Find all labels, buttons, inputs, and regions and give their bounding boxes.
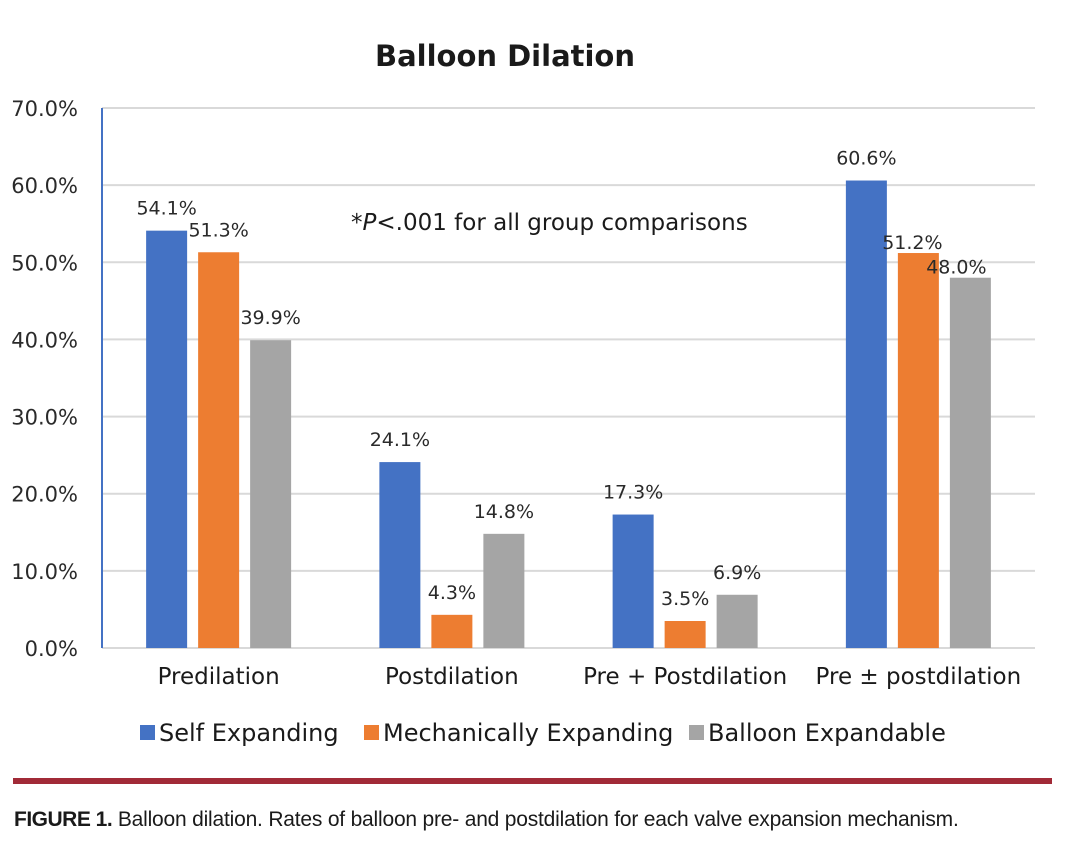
y-tick-label: 10.0% (11, 560, 78, 584)
bar-balloon-expandable (949, 277, 991, 648)
annotation-p: P (363, 210, 377, 236)
y-tick-label: 30.0% (11, 406, 78, 430)
caption-divider (13, 778, 1052, 784)
y-tick-label: 70.0% (11, 97, 78, 121)
legend-swatch (140, 725, 155, 740)
legend-label: Balloon Expandable (708, 719, 946, 747)
bars (146, 180, 991, 648)
bar-self-expanding (845, 180, 887, 648)
legend-label: Self Expanding (159, 719, 339, 747)
data-label: 6.9% (713, 562, 761, 584)
legend-item: Self Expanding (140, 719, 339, 747)
caption-text: Balloon dilation. Rates of balloon pre- … (112, 808, 959, 831)
chart-title: Balloon Dilation (375, 39, 635, 73)
legend-item: Balloon Expandable (689, 719, 946, 747)
x-tick-label: Pre + Postdilation (583, 664, 787, 690)
y-tick-label: 40.0% (11, 328, 78, 352)
data-label: 24.1% (370, 429, 430, 451)
y-axis-ticks: 0.0% 10.0% 20.0% 30.0% 40.0% 50.0% 60.0% 70.0% (11, 97, 78, 661)
legend-swatch (364, 725, 379, 740)
data-label: 4.3% (428, 582, 476, 604)
annotation-prefix: * (351, 210, 363, 236)
y-tick-label: 60.0% (11, 174, 78, 198)
x-tick-label: Pre ± postdilation (816, 664, 1022, 690)
gridlines (102, 107, 1035, 649)
data-labels: 54.1%51.3% 39.9% 24.1% 4.3% 14.8% 17.3% 3.5%6.… (136, 148, 986, 610)
annotation-text: <.001 for all group comparisons (376, 210, 747, 236)
data-label: 51.2% (882, 232, 942, 254)
bar-self-expanding (612, 514, 654, 648)
bar-mechanically-expanding (431, 614, 473, 648)
y-tick-label: 0.0% (25, 637, 78, 661)
x-tick-label: Postdilation (385, 664, 519, 690)
bar-mechanically-expanding (897, 253, 939, 648)
bar-balloon-expandable (250, 340, 292, 648)
data-label: 60.6% (836, 148, 896, 170)
y-tick-label: 20.0% (11, 483, 78, 507)
bar-self-expanding (146, 230, 188, 648)
data-label: 14.8% (474, 501, 534, 523)
figure-label: FIGURE 1. (14, 808, 113, 831)
data-label: 51.3% (188, 219, 248, 241)
legend-swatch (689, 725, 704, 740)
data-label: 39.9% (240, 307, 300, 329)
significance-annotation: *P<.001 for all group comparisons (351, 210, 748, 236)
data-label: 17.3% (603, 482, 663, 504)
legend-item: Mechanically Expanding (364, 719, 673, 747)
bar-balloon-expandable (483, 533, 525, 648)
bar-mechanically-expanding (198, 252, 240, 648)
data-label: 48.0% (926, 257, 986, 279)
figure-caption: FIGURE 1. Balloon dilation. Rates of bal… (14, 808, 959, 832)
legend-label: Mechanically Expanding (383, 719, 673, 747)
bar-mechanically-expanding (664, 621, 706, 648)
bar-chart: Balloon Dilation 0.0% 10.0% 20.0% 30.0% 40.0… (11, 39, 1035, 747)
bar-self-expanding (379, 462, 421, 648)
y-tick-label: 50.0% (11, 251, 78, 275)
x-tick-label: Predilation (158, 664, 280, 690)
data-label: 54.1% (136, 198, 196, 220)
data-label: 3.5% (661, 588, 709, 610)
bar-balloon-expandable (716, 594, 758, 648)
legend: Self Expanding Mechanically Expanding Ball… (140, 719, 946, 747)
category-labels: Predilation Postdilation Pre + Postdilatio… (158, 664, 1022, 690)
